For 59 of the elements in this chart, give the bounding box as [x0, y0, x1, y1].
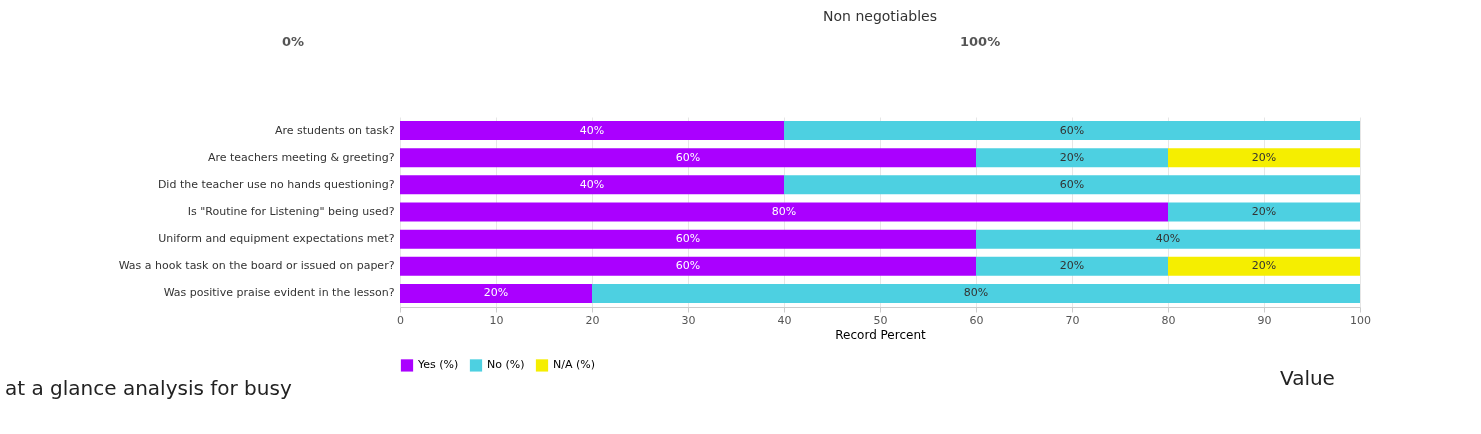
- data-label: 20%: [483, 286, 509, 300]
- bar: [400, 121, 784, 141]
- x-tick-label: 100: [1350, 313, 1371, 327]
- data-label: 40%: [1155, 232, 1181, 246]
- data-label: 20%: [1251, 259, 1277, 273]
- bar: [400, 175, 784, 195]
- data-label: 40%: [579, 177, 605, 191]
- y-tick-label: Was a hook task on the board or issued on paper?: [118, 259, 395, 273]
- data-label: 40%: [579, 123, 605, 137]
- text: 0%: [282, 34, 305, 49]
- bar: [400, 148, 976, 168]
- x-tick-label: 90: [1257, 313, 1272, 327]
- y-tick-label: Did the teacher use no hands questioning?: [157, 177, 395, 191]
- bar: [1168, 202, 1360, 222]
- data-label: 60%: [1059, 177, 1085, 191]
- x-axis-title: Record Percent: [835, 327, 926, 342]
- x-tick-label: 60: [969, 313, 984, 327]
- bar: [976, 229, 1360, 249]
- text: 100%: [960, 34, 1001, 49]
- legend-label: Yes (%): [417, 358, 459, 372]
- y-tick-label: Uniform and equipment expectations met?: [158, 232, 395, 246]
- x-tick-label: 30: [681, 313, 696, 327]
- y-tick-label: Is "Routine for Listening" being used?: [187, 205, 395, 218]
- bar: [592, 283, 1360, 303]
- bar: [784, 175, 1360, 195]
- data-label: 60%: [675, 232, 701, 246]
- x-tick-label: 10: [489, 313, 504, 327]
- x-tick-label: 70: [1065, 313, 1080, 327]
- data-label: 60%: [1059, 123, 1085, 137]
- data-label: 20%: [1251, 205, 1277, 218]
- data-label: 60%: [675, 150, 701, 164]
- data-label: 80%: [963, 286, 989, 300]
- legend-label: No (%): [487, 358, 525, 372]
- x-tick-label: 0: [397, 313, 404, 327]
- bar: [400, 229, 976, 249]
- bar: [400, 202, 1168, 222]
- x-tick-label: 40: [777, 313, 792, 327]
- x-tick-label: 50: [873, 313, 888, 327]
- x-tick-label: 80: [1161, 313, 1176, 327]
- chart-title: Non negotiables: [823, 8, 937, 24]
- text: Value: [1280, 366, 1335, 390]
- data-label: 60%: [675, 259, 701, 273]
- y-tick-label: Are teachers meeting & greeting?: [207, 150, 395, 164]
- bar: [1168, 148, 1360, 168]
- text: at a glance analysis for busy: [5, 376, 292, 400]
- bar: [784, 121, 1360, 141]
- data-label: 20%: [1059, 150, 1085, 164]
- bar: [400, 256, 976, 276]
- legend-label: N/A (%): [553, 358, 595, 372]
- y-tick-label: Are students on task?: [274, 123, 395, 137]
- bar: [400, 283, 592, 303]
- data-label: 20%: [1059, 259, 1085, 273]
- bar: [976, 256, 1168, 276]
- y-tick-label: Was positive praise evident in the lesson?: [163, 286, 395, 300]
- bar: [976, 148, 1168, 168]
- bar: [1168, 256, 1360, 276]
- data-label: 80%: [771, 205, 797, 218]
- x-tick-label: 20: [585, 313, 600, 327]
- data-label: 20%: [1251, 150, 1277, 164]
